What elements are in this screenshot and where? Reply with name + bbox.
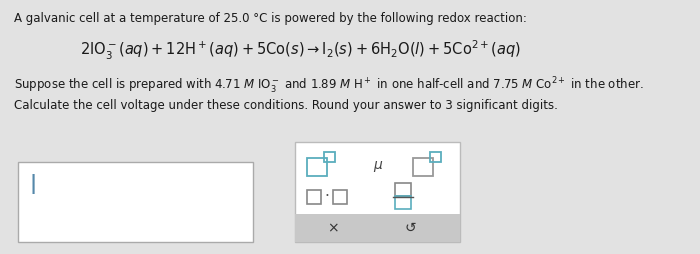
Text: $2\mathrm{IO_3^-}(aq)+12\mathrm{H^+}(aq)+5\mathrm{Co}(s)\rightarrow \mathrm{I_2}: $2\mathrm{IO_3^-}(aq)+12\mathrm{H^+}(aq)…	[80, 39, 521, 62]
Bar	[324, 152, 335, 162]
Bar	[333, 190, 347, 204]
Text: A galvanic cell at a temperature of 25.0 °C is powered by the following redox re: A galvanic cell at a temperature of 25.0…	[14, 12, 527, 25]
Bar	[430, 152, 441, 162]
Bar	[295, 214, 460, 242]
Bar	[413, 158, 433, 176]
Bar	[307, 158, 327, 176]
Text: Suppose the cell is prepared with 4.71 $M$ IO$_3^-$ and 1.89 $M$ H$^+$ in one ha: Suppose the cell is prepared with 4.71 $…	[14, 76, 644, 96]
Text: ↺: ↺	[404, 221, 416, 235]
Text: $\mu$: $\mu$	[373, 160, 383, 174]
Text: Calculate the cell voltage under these conditions. Round your answer to 3 signif: Calculate the cell voltage under these c…	[14, 99, 558, 112]
Text: |: |	[30, 174, 37, 194]
Text: ×: ×	[327, 221, 339, 235]
Text: ·: ·	[325, 189, 330, 204]
Bar	[395, 183, 411, 196]
Bar	[295, 142, 460, 242]
Bar	[18, 162, 253, 242]
Bar	[395, 196, 411, 209]
Bar	[307, 190, 321, 204]
